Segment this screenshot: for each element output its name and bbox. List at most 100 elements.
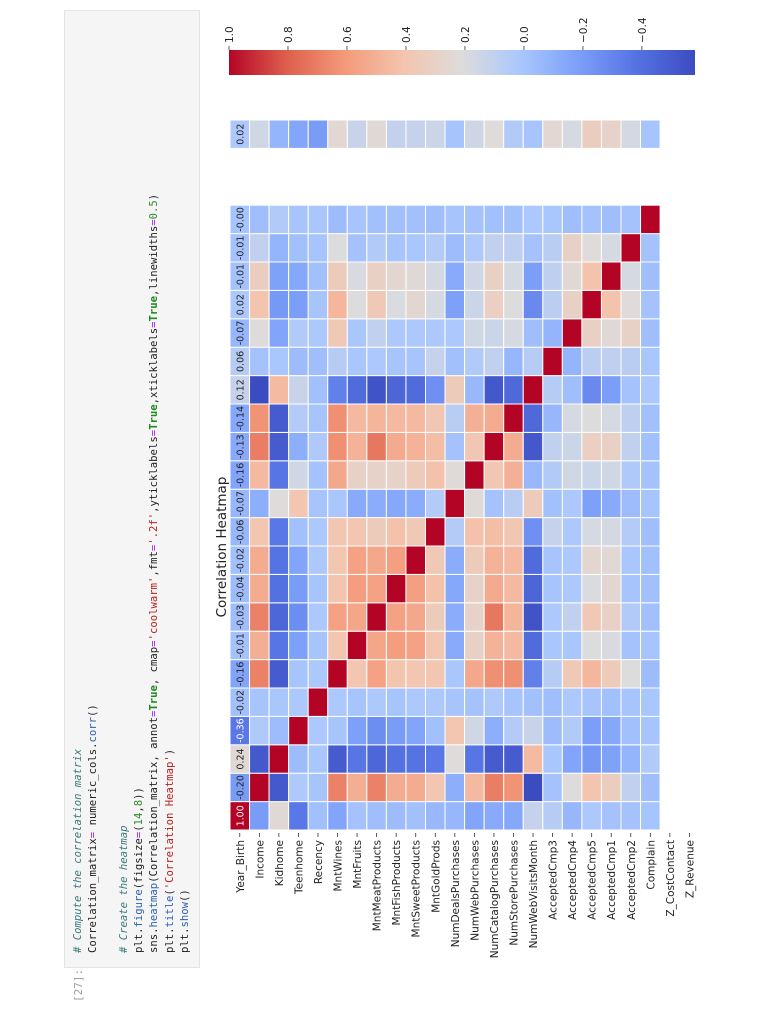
colorbar-tick-label: 0.8: [283, 26, 295, 43]
heatmap-cell: [385, 119, 407, 149]
heatmap-cell: [640, 119, 661, 149]
heatmap-cell: [464, 517, 485, 547]
row-label: Complain: [645, 840, 657, 890]
heatmap-cell: [346, 715, 368, 746]
heatmap-cell: [288, 772, 309, 803]
heatmap-cell: [385, 318, 407, 348]
heatmap-cell: [464, 289, 485, 320]
heatmap-cell: [561, 403, 583, 433]
heatmap-cell: [268, 119, 290, 149]
cell-annotation: 0.24: [235, 748, 246, 769]
heatmap-cell: [483, 715, 505, 746]
heatmap-cell: [464, 403, 485, 433]
heatmap-cell: [483, 659, 505, 689]
heatmap-cell: [483, 573, 505, 604]
heatmap-cell: [444, 659, 466, 689]
heatmap-cell: [640, 261, 661, 291]
heatmap-cell: [249, 630, 270, 661]
heatmap-cell: [366, 261, 387, 291]
heatmap-cell: [561, 233, 583, 263]
cell-annotation: -0.01: [235, 264, 246, 289]
heatmap-cell: [620, 431, 642, 462]
heatmap-cell: [405, 801, 427, 831]
heatmap-cell: [542, 233, 563, 263]
row-label: MntMeatProducts: [372, 840, 384, 931]
heatmap-cell: [483, 744, 505, 774]
heatmap-cell: [425, 375, 446, 405]
heatmap-cell: [444, 403, 466, 433]
heatmap-cell: [620, 375, 642, 405]
heatmap-cell: [268, 261, 290, 291]
cell-annotation: -0.01: [235, 633, 246, 658]
heatmap-cell: [600, 687, 622, 717]
row-label: NumDealsPurchases: [450, 840, 462, 947]
heatmap-cell: [444, 573, 466, 604]
colorbar-tick-label: 0.4: [401, 26, 413, 43]
heatmap-cell: [268, 687, 290, 717]
heatmap-cell: [405, 460, 427, 490]
heatmap-cell: [581, 744, 602, 774]
heatmap-cell: [327, 261, 348, 291]
heatmap-cell: [620, 289, 642, 320]
heatmap-cell: [425, 233, 446, 263]
heatmap-cell: [503, 375, 524, 405]
row-label: AcceptedCmp3: [548, 840, 560, 920]
heatmap-cell: [620, 772, 642, 803]
heatmap-cell: [385, 403, 407, 433]
heatmap-cell: [288, 318, 309, 348]
heatmap-cell: [249, 517, 270, 547]
heatmap-cell: [503, 233, 524, 263]
heatmap-cell: [620, 346, 642, 377]
heatmap-cell: [522, 573, 544, 604]
heatmap-cell: [640, 602, 661, 632]
heatmap-cell: [581, 488, 602, 519]
heatmap-cell: [444, 204, 466, 235]
heatmap-cell: [425, 687, 446, 717]
heatmap-cell: [288, 715, 309, 746]
heatmap-cell: [346, 346, 368, 377]
heatmap-cell: [542, 715, 563, 746]
heatmap-cell: [346, 517, 368, 547]
heatmap-cell: [600, 119, 622, 149]
heatmap-cell: [366, 119, 387, 149]
heatmap-cell: [288, 233, 309, 263]
heatmap-cell: [307, 545, 329, 575]
heatmap-cell: [385, 630, 407, 661]
heatmap-cell: [288, 517, 309, 547]
heatmap-cell: [542, 630, 563, 661]
heatmap-cell: [385, 517, 407, 547]
heatmap-cell: [405, 346, 427, 377]
heatmap-cell: [640, 431, 661, 462]
heatmap-cell: [620, 488, 642, 519]
heatmap-cell: [327, 318, 348, 348]
heatmap-cell: [425, 318, 446, 348]
heatmap-cell: [307, 715, 329, 746]
heatmap-cell: [581, 772, 602, 803]
heatmap-cell: [327, 460, 348, 490]
heatmap-cell: [464, 346, 485, 377]
heatmap-cell: [405, 573, 427, 604]
heatmap-cell: [327, 772, 348, 803]
heatmap-cell: [561, 687, 583, 717]
heatmap-cell: [522, 403, 544, 433]
chart-title: Correlation Heatmap: [214, 477, 230, 618]
heatmap-cell: [249, 375, 270, 405]
row-label: NumWebVisitsMonth: [528, 840, 540, 948]
heatmap-cell: [327, 204, 348, 235]
heatmap-cell: [522, 659, 544, 689]
heatmap-cell: [503, 602, 524, 632]
heatmap-cell: [327, 687, 348, 717]
heatmap-cell: [268, 744, 290, 774]
row-label: AcceptedCmp5: [587, 840, 599, 920]
heatmap-cell: [425, 801, 446, 831]
row-label: AcceptedCmp1: [606, 840, 618, 920]
heatmap-cell: [249, 261, 270, 291]
heatmap-cell: [640, 715, 661, 746]
heatmap-cell: [600, 517, 622, 547]
heatmap-cell: [464, 744, 485, 774]
heatmap-cell: [307, 318, 329, 348]
heatmap-cell: [327, 573, 348, 604]
heatmap-cell: [346, 318, 368, 348]
heatmap-cell: [561, 375, 583, 405]
heatmap-cell: [288, 744, 309, 774]
